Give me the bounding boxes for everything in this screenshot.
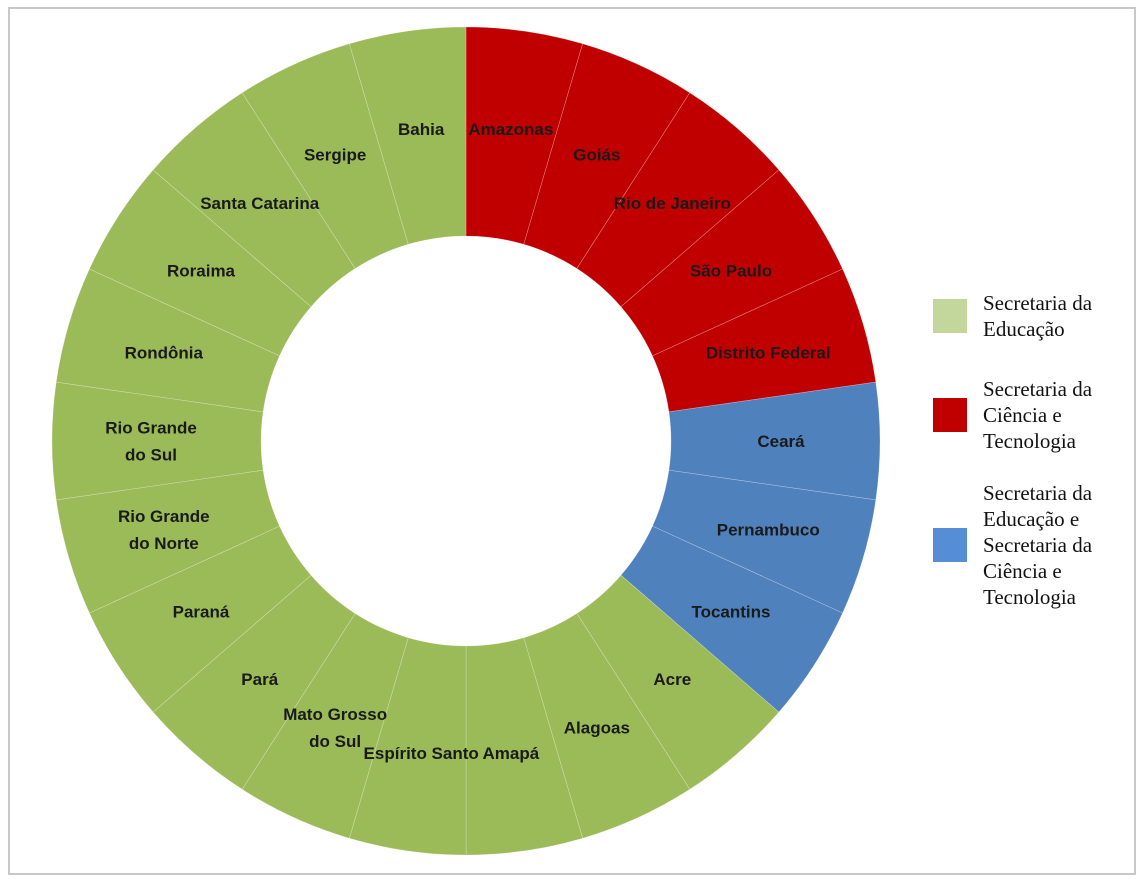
legend-label: Secretaria da Educação bbox=[983, 291, 1093, 341]
legend-label: Secretaria da Educação e Secretaria da Ciên… bbox=[983, 481, 1093, 609]
legend-swatch bbox=[933, 398, 967, 432]
slice-label: Mato Grosso do Sul bbox=[283, 705, 387, 751]
slice-goi-s bbox=[523, 43, 691, 269]
slice-label: Rio Grande do Norte bbox=[118, 507, 210, 553]
slice-mato-grosso-do-sul bbox=[241, 613, 409, 839]
slice-label: Goiás bbox=[573, 145, 620, 164]
slice-label: Pará bbox=[241, 670, 278, 689]
slice-pernambuco bbox=[652, 469, 877, 614]
slice-label: Amazonas bbox=[468, 120, 553, 139]
slice-label: Rondônia bbox=[125, 343, 204, 362]
slice-label: Bahia bbox=[398, 120, 445, 139]
legend-label: Secretaria da Ciência e Tecnologia bbox=[983, 377, 1093, 453]
slice-label: Sergipe bbox=[304, 145, 366, 164]
slice-label: Paraná bbox=[173, 602, 230, 621]
slice-label: Tocantins bbox=[691, 602, 770, 621]
legend-swatch bbox=[933, 528, 967, 562]
slice-esp-rito-santo bbox=[348, 637, 467, 856]
slice-label: Pernambuco bbox=[717, 521, 820, 540]
slice-amazonas bbox=[465, 26, 584, 245]
slice-paran- bbox=[89, 525, 312, 713]
slice-rio-grande-do-sul bbox=[51, 381, 264, 501]
slice-roraima bbox=[89, 169, 312, 357]
slice-label: Distrito Federal bbox=[706, 343, 831, 362]
slice-label: Espírito Santo bbox=[364, 744, 479, 763]
slice-label: Rio de Janeiro bbox=[614, 194, 731, 213]
slice-label: Santa Catarina bbox=[200, 194, 320, 213]
slice-label: São Paulo bbox=[690, 262, 772, 281]
slice-s-o-paulo bbox=[620, 169, 843, 357]
slice-label: Rio Grande do Sul bbox=[105, 419, 197, 465]
slice-bahia bbox=[348, 26, 467, 245]
slice-label: Roraima bbox=[167, 262, 236, 281]
slice-tocantins bbox=[620, 525, 843, 713]
slice-label: Ceará bbox=[757, 432, 805, 451]
legend-swatch bbox=[933, 299, 967, 333]
slice-label: Acre bbox=[653, 670, 691, 689]
slice-label: Alagoas bbox=[564, 719, 630, 738]
slice-label: Amapá bbox=[482, 744, 539, 763]
slice-cear- bbox=[668, 381, 881, 501]
